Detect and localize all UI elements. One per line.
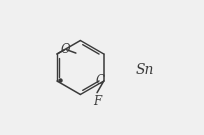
Text: O: O (60, 43, 70, 56)
Text: C: C (96, 75, 105, 87)
Text: F: F (93, 95, 101, 108)
Text: Sn: Sn (136, 63, 154, 77)
